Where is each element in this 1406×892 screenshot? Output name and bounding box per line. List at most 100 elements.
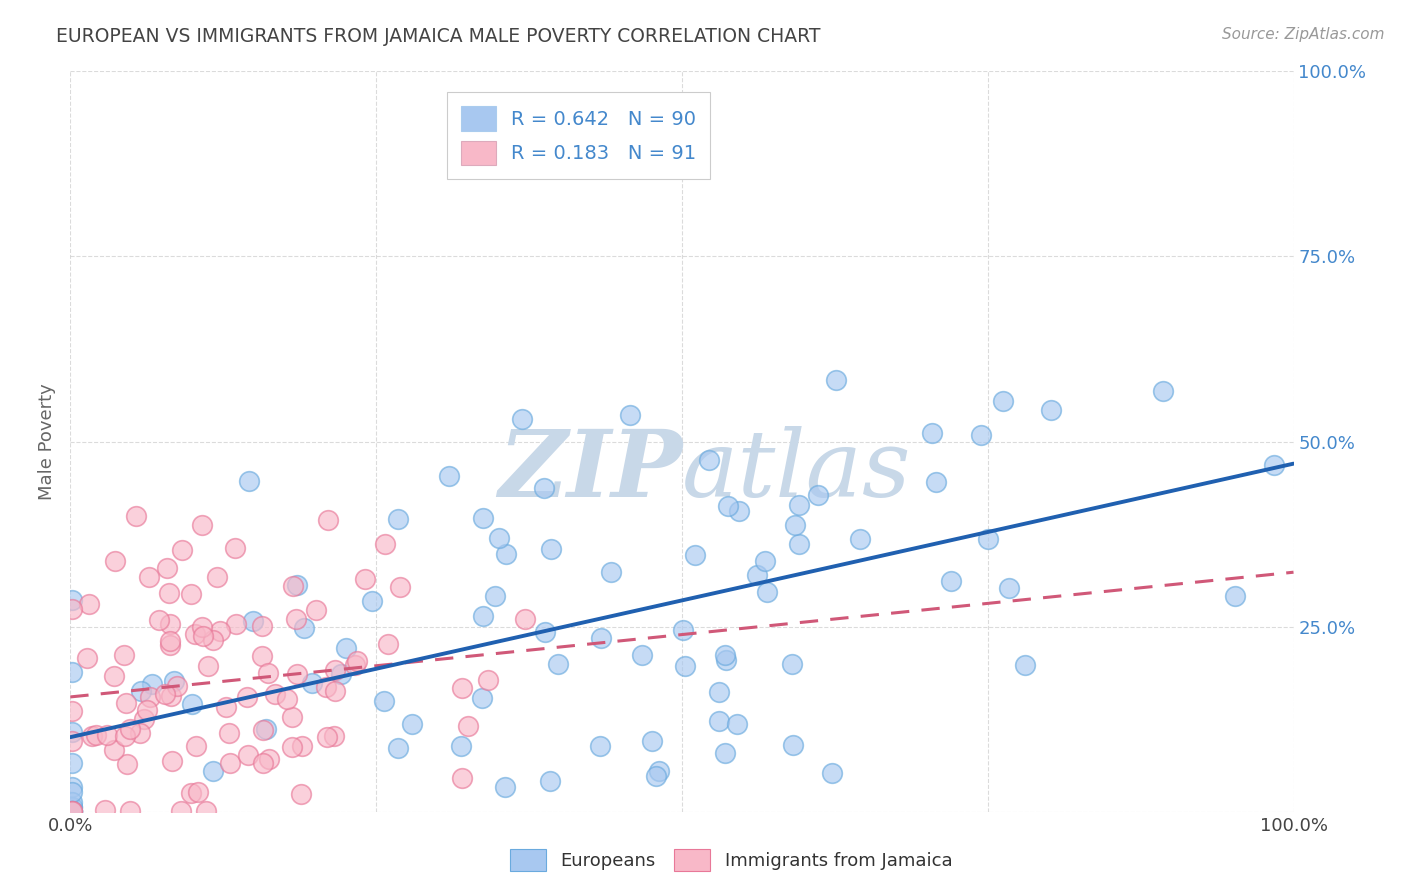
Point xyxy=(159,689,181,703)
Point xyxy=(166,679,188,693)
Point xyxy=(305,602,328,616)
Point xyxy=(825,373,848,387)
Point xyxy=(134,712,156,726)
Point xyxy=(648,764,671,779)
Point xyxy=(162,673,184,688)
Point xyxy=(285,667,308,681)
Point xyxy=(373,537,395,551)
Point xyxy=(252,756,274,771)
Point xyxy=(494,780,516,794)
Point xyxy=(252,723,274,738)
Point xyxy=(290,787,312,801)
Point xyxy=(60,704,83,718)
Point xyxy=(323,663,346,677)
Point xyxy=(60,734,83,748)
Point xyxy=(353,572,375,586)
Point xyxy=(169,804,191,818)
Point xyxy=(187,785,209,799)
Point xyxy=(977,532,1000,546)
Point xyxy=(437,469,460,483)
Point xyxy=(264,687,287,701)
Point xyxy=(191,629,214,643)
Point xyxy=(970,428,993,442)
Point xyxy=(104,554,127,568)
Point xyxy=(103,668,125,682)
Point xyxy=(645,769,668,783)
Point xyxy=(191,620,214,634)
Point xyxy=(60,780,83,794)
Point xyxy=(148,614,170,628)
Point xyxy=(235,690,257,705)
Point xyxy=(60,804,83,818)
Point xyxy=(114,729,136,743)
Point xyxy=(588,739,610,753)
Legend: Europeans, Immigrants from Jamaica: Europeans, Immigrants from Jamaica xyxy=(503,842,959,879)
Point xyxy=(138,570,160,584)
Point xyxy=(242,615,264,629)
Point xyxy=(754,554,776,568)
Point xyxy=(343,657,366,672)
Point xyxy=(387,741,409,756)
Point xyxy=(60,795,83,809)
Point xyxy=(201,632,224,647)
Point xyxy=(619,408,641,422)
Point xyxy=(450,739,472,754)
Point xyxy=(250,648,273,663)
Point xyxy=(641,734,664,748)
Point xyxy=(346,654,368,668)
Point xyxy=(361,594,384,608)
Point xyxy=(727,504,749,518)
Point xyxy=(159,638,181,652)
Point xyxy=(756,585,779,599)
Text: Source: ZipAtlas.com: Source: ZipAtlas.com xyxy=(1222,27,1385,42)
Point xyxy=(533,624,555,639)
Point xyxy=(181,697,204,711)
Point xyxy=(540,541,562,556)
Point xyxy=(315,681,337,695)
Point xyxy=(159,616,181,631)
Point xyxy=(257,665,280,680)
Point xyxy=(215,699,238,714)
Y-axis label: Male Poverty: Male Poverty xyxy=(38,384,56,500)
Point xyxy=(1152,384,1174,399)
Point xyxy=(683,548,706,562)
Point xyxy=(1014,657,1036,672)
Point xyxy=(115,696,138,710)
Point xyxy=(250,619,273,633)
Point xyxy=(60,804,83,818)
Point xyxy=(697,453,720,467)
Point xyxy=(1263,458,1285,472)
Point xyxy=(785,518,807,533)
Point xyxy=(599,565,621,579)
Point xyxy=(387,512,409,526)
Point xyxy=(538,774,561,789)
Point xyxy=(77,597,100,611)
Point xyxy=(276,691,298,706)
Point xyxy=(157,585,180,599)
Point xyxy=(707,714,730,728)
Point xyxy=(60,804,83,818)
Point xyxy=(510,412,533,426)
Point xyxy=(673,659,696,673)
Point xyxy=(141,676,163,690)
Point xyxy=(207,570,229,584)
Point xyxy=(60,602,83,616)
Point xyxy=(60,800,83,814)
Point xyxy=(714,648,737,663)
Point xyxy=(114,648,136,662)
Point xyxy=(484,590,506,604)
Point xyxy=(717,499,740,513)
Point xyxy=(93,803,115,817)
Point xyxy=(84,729,107,743)
Point xyxy=(998,581,1021,595)
Point xyxy=(591,632,613,646)
Point xyxy=(477,673,499,687)
Point xyxy=(533,481,555,495)
Point xyxy=(401,717,423,731)
Point xyxy=(745,568,768,582)
Point xyxy=(156,561,179,575)
Point xyxy=(713,746,735,760)
Point xyxy=(457,719,479,733)
Point xyxy=(159,634,181,648)
Point xyxy=(329,667,352,681)
